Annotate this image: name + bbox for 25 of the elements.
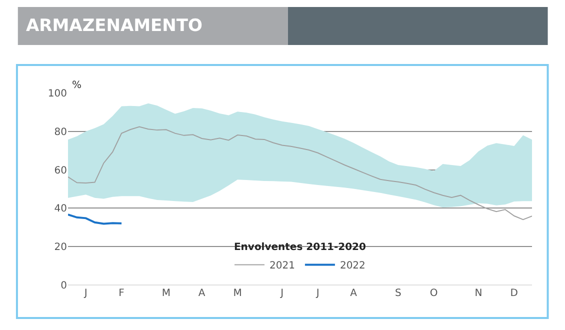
y-tick-label: 20 [54,242,67,254]
y-tick-label: 60 [54,165,67,176]
y-tick-label: 40 [54,204,67,215]
y-tick-label: 80 [54,126,67,138]
x-tick-label: M [233,288,242,299]
x-tick-label: J [315,288,320,299]
x-tick-label: M [162,288,170,299]
legend-label: 2022 [340,260,366,272]
x-tick-label: J [280,288,284,299]
y-tick-label: 0 [60,280,67,292]
x-tick-label: J [83,288,88,299]
x-tick-label: A [350,288,358,299]
y-tick-label: 100 [48,88,67,100]
chart-title: ARMAZENAMENTO [26,16,202,36]
line-series [68,214,123,225]
legend-label: 2021 [270,260,295,272]
x-tick-label: D [510,288,518,299]
x-tick-label: F [118,288,125,299]
x-tick-label: N [474,288,482,299]
legend-title: Envolventes 2011-2020 [234,242,366,254]
x-tick-label: S [394,288,402,299]
x-tick-label: A [198,288,206,299]
x-tick-label: O [430,288,438,299]
y-axis-title: % [72,80,82,91]
line-series [68,126,532,220]
